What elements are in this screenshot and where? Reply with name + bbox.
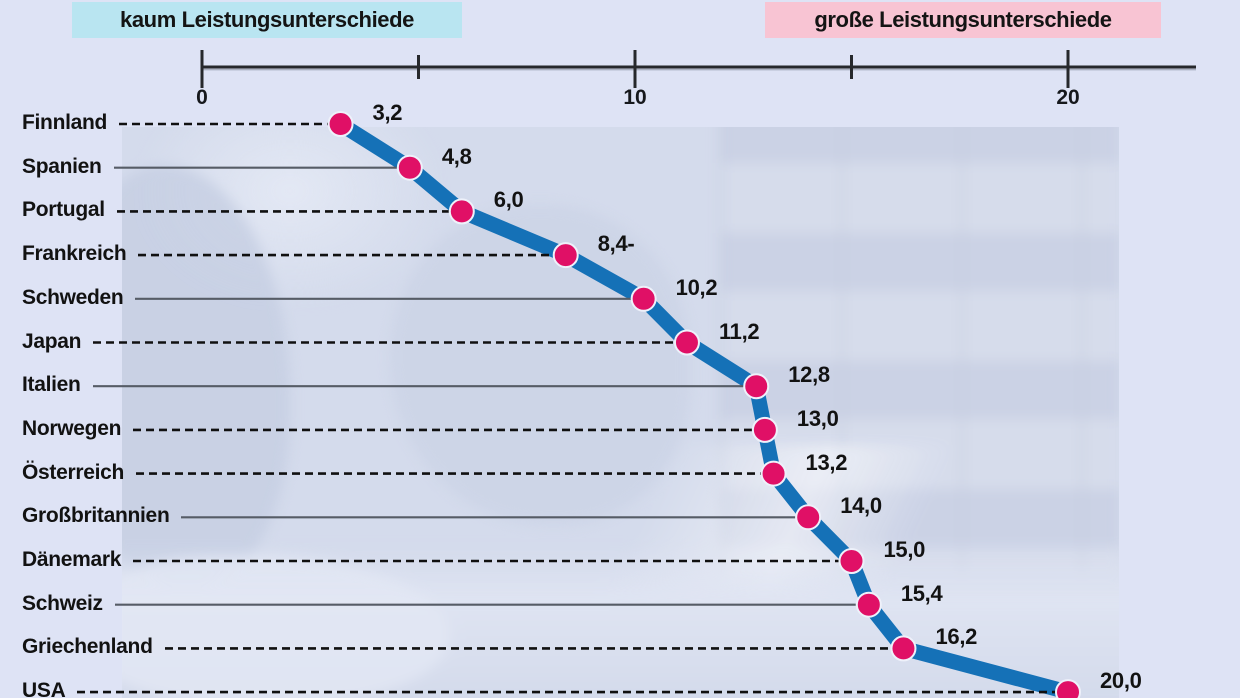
country-label: Griechenland bbox=[22, 635, 153, 659]
country-label: Spanien bbox=[22, 154, 102, 178]
value-label: 16,2 bbox=[935, 624, 978, 650]
legend-high-differences-box: große Leistungsunterschiede bbox=[765, 2, 1161, 38]
data-point-dot bbox=[448, 198, 475, 225]
data-point-dot bbox=[396, 154, 423, 181]
country-label: Schweiz bbox=[22, 591, 103, 615]
axis-tick-label: 20 bbox=[1056, 86, 1080, 109]
country-label: USA bbox=[22, 679, 66, 698]
data-point-dot bbox=[673, 329, 700, 356]
axis-tick-label: 10 bbox=[623, 86, 647, 109]
data-point-dot bbox=[630, 285, 657, 312]
value-label: 12,8 bbox=[788, 362, 830, 388]
country-label: Portugal bbox=[22, 198, 105, 222]
value-label: 13,0 bbox=[796, 405, 839, 431]
value-label: 6,0 bbox=[493, 187, 524, 213]
country-label: Schweden bbox=[22, 285, 124, 309]
value-label: 15,0 bbox=[883, 537, 926, 562]
country-label: Finnland bbox=[22, 111, 108, 134]
data-point-dot bbox=[327, 111, 354, 137]
country-label: Japan bbox=[22, 329, 82, 353]
data-point-dot bbox=[838, 548, 865, 574]
value-label: 20,0 bbox=[1100, 668, 1142, 694]
data-point-dot bbox=[795, 504, 822, 531]
data-point-dot bbox=[743, 373, 770, 400]
data-point-dot bbox=[751, 416, 778, 443]
country-label: Österreich bbox=[22, 460, 125, 484]
value-label: 14,0 bbox=[840, 493, 882, 519]
country-label: Norwegen bbox=[22, 416, 122, 440]
country-label: Italien bbox=[22, 373, 81, 397]
value-label: 15,4 bbox=[900, 580, 943, 606]
value-label: 13,2 bbox=[805, 449, 848, 475]
country-label: Frankreich bbox=[22, 242, 127, 266]
country-label: Großbritannien bbox=[22, 504, 170, 528]
data-point-dot bbox=[855, 591, 882, 618]
data-point-dot bbox=[890, 635, 917, 662]
data-point-dot bbox=[1055, 679, 1081, 698]
value-label: 3,2 bbox=[372, 100, 403, 125]
value-label: 8,4- bbox=[597, 231, 635, 257]
axis-tick-label: 0 bbox=[196, 86, 208, 109]
value-label: 11,2 bbox=[718, 318, 760, 344]
country-label: Dänemark bbox=[22, 548, 122, 571]
legend-low-differences-box: kaum Leistungsunterschiede bbox=[72, 2, 462, 38]
data-point-dot bbox=[760, 460, 787, 487]
data-point-dot bbox=[552, 242, 579, 269]
value-label: 4,8 bbox=[441, 143, 472, 169]
value-label: 10,2 bbox=[675, 274, 718, 300]
